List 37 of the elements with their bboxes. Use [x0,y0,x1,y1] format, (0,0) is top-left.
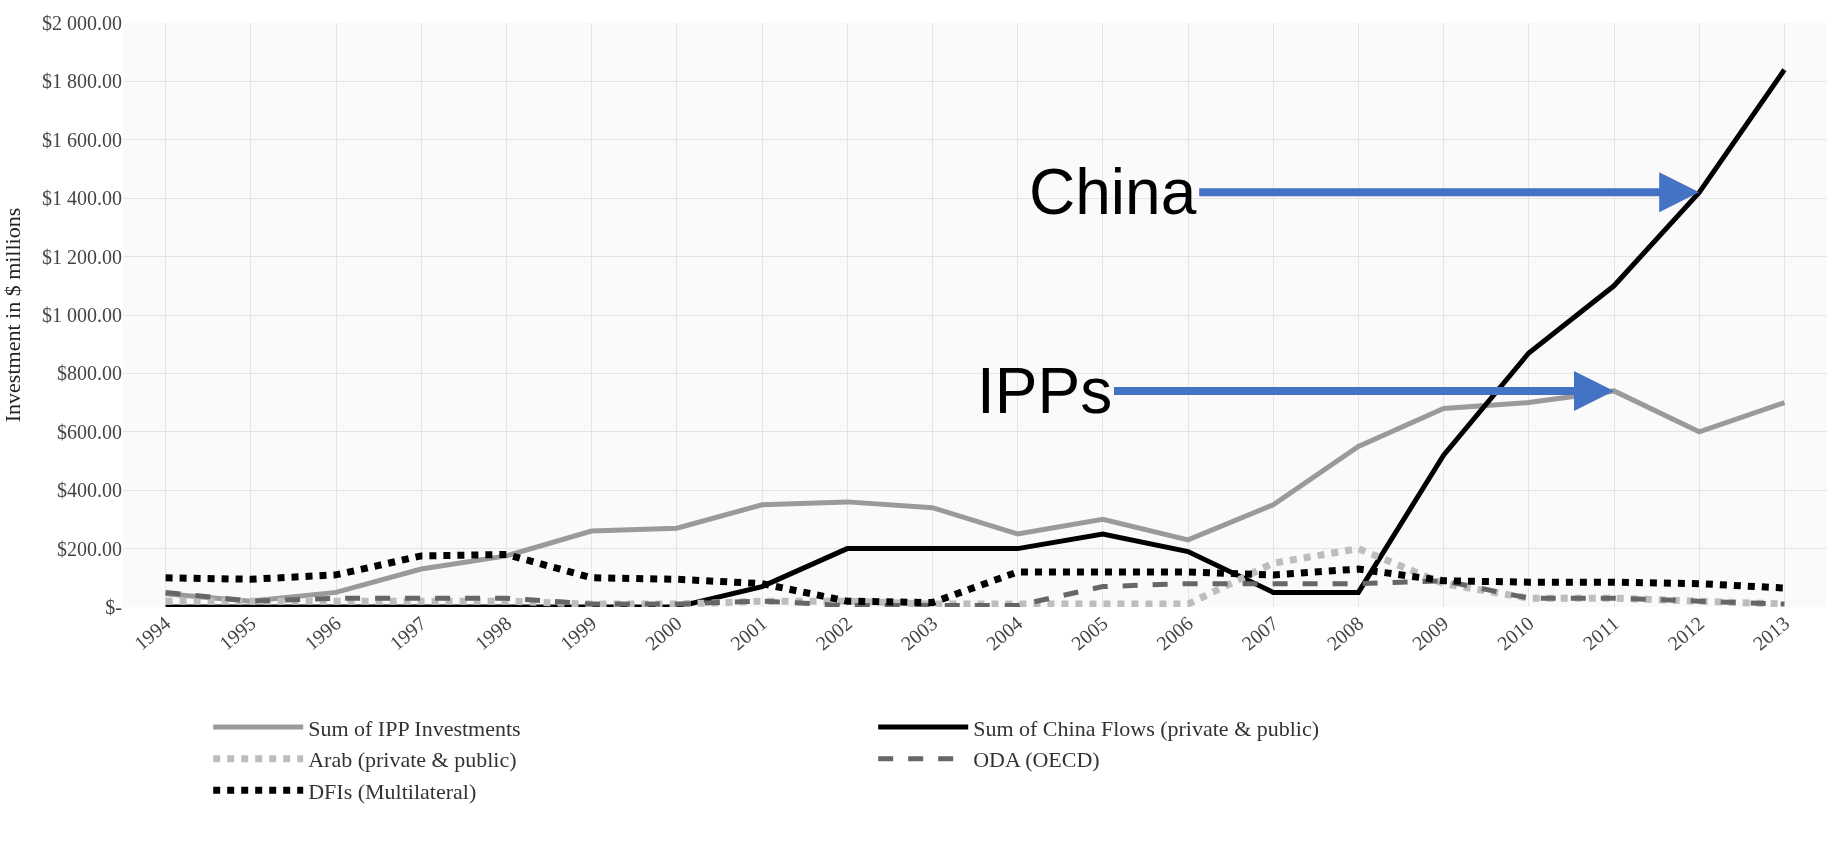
y-tick-label: $1 000.00 [42,304,122,326]
y-tick-label: $400.00 [57,479,122,502]
x-tick-label: 2013 [1748,611,1794,655]
legend-label: Sum of China Flows (private & public) [973,715,1320,741]
legend-label: Arab (private & public) [308,747,517,773]
y-tick-label: $1 400.00 [42,187,122,210]
x-tick-label: 2010 [1493,611,1538,655]
legend-label: ODA (OECD) [973,747,1100,773]
x-tick-label: 1997 [385,611,431,655]
y-axis-title: Investment in $ millions [0,207,25,423]
x-tick-label: 2011 [1578,611,1623,654]
legend-label: Sum of IPP Investments [308,715,521,741]
y-tick-label: $1 200.00 [42,245,122,268]
y-tick-label: $600.00 [57,420,122,443]
x-tick-label: 2009 [1407,611,1453,655]
x-tick-label: 1996 [300,611,345,655]
x-tick-label: 2005 [1067,611,1112,655]
y-tick-label: $- [105,596,122,618]
y-tick-label: $200.00 [57,537,122,560]
annotation: IPPs [977,355,1113,427]
y-tick-label: $1 800.00 [42,70,122,93]
legend-label: DFIs (Multilateral) [308,778,477,804]
x-tick-label: 2000 [641,611,686,655]
y-tick-label: $2 000.00 [42,12,122,34]
x-tick-label: 2001 [726,611,771,655]
y-tick-label: $800.00 [57,362,122,385]
x-tick-label: 1999 [555,611,601,655]
x-tick-label: 2004 [981,611,1027,655]
x-tick-label: 2012 [1663,611,1709,655]
x-tick-label: 2002 [811,611,857,655]
x-tick-label: 2008 [1322,611,1368,655]
annotation: China [1029,156,1197,228]
x-tick-label: 2003 [896,611,942,655]
x-tick-label: 1994 [129,611,175,655]
x-tick-label: 1998 [470,611,516,655]
x-tick-label: 1995 [215,611,260,655]
y-tick-label: $1 600.00 [42,128,122,151]
